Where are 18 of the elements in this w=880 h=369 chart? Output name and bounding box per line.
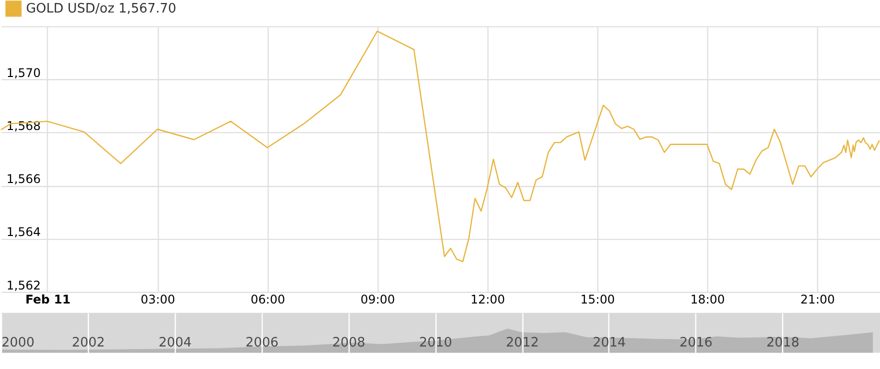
x-tick-label: Feb 11: [25, 292, 71, 306]
x-tick-label: 2000: [2, 335, 35, 350]
y-tick-label: 1,570: [6, 66, 41, 80]
x-tick-label: 21:00: [800, 292, 835, 306]
y-tick-label: 1,564: [6, 225, 41, 240]
y-tick-label: 1,566: [6, 172, 41, 186]
x-tick-label: 2008: [332, 335, 366, 350]
x-tick-label: 06:00: [250, 292, 286, 306]
y-tick-label: 1,562: [6, 278, 41, 292]
x-tick-label: 09:00: [360, 292, 396, 306]
x-tick-label: 2004: [158, 335, 192, 350]
x-tick-label: 03:00: [140, 292, 176, 306]
x-tick-label: 2006: [246, 335, 279, 350]
legend-label: GOLD USD/oz 1,567.70: [26, 2, 176, 17]
x-tick-label: 12:00: [470, 292, 505, 306]
x-tick-label: 2002: [72, 335, 105, 350]
x-tick-label: 15:00: [580, 292, 615, 306]
x-tick-label: 18:00: [690, 292, 725, 306]
